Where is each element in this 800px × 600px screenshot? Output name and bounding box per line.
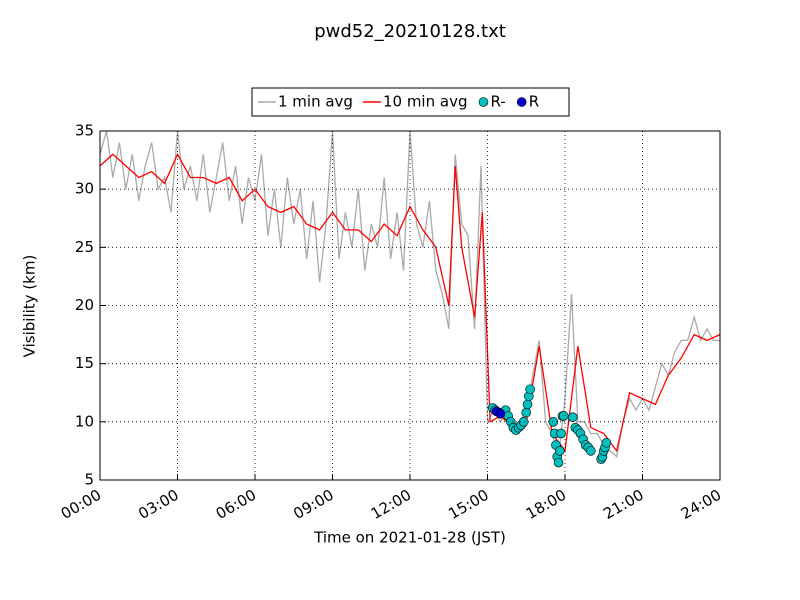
x-tick-label: 03:00 — [135, 486, 181, 523]
x-tick-label: 09:00 — [290, 486, 336, 523]
scatter-point — [521, 407, 532, 418]
scatter-point — [601, 437, 612, 448]
scatter-point — [495, 408, 506, 419]
y-tick-label: 10 — [75, 412, 94, 430]
scatter-point — [525, 384, 535, 395]
y-tick-label: 5 — [84, 471, 94, 489]
x-tick-label: 24:00 — [678, 486, 724, 523]
legend-label: R — [529, 93, 539, 111]
chart-title: pwd52_20210128.txt — [314, 21, 506, 42]
scatter-point — [553, 457, 564, 468]
legend-label: 1 min avg — [278, 93, 353, 111]
x-tick-label: 06:00 — [213, 486, 259, 523]
legend-label: R- — [490, 93, 505, 111]
y-tick-label: 15 — [75, 354, 94, 372]
series-line — [100, 152, 720, 453]
x-tick-label: 00:00 — [58, 486, 104, 523]
x-axis-label: Time on 2021-01-28 (JST) — [313, 529, 506, 547]
y-axis-label: Visibility (km) — [21, 255, 39, 358]
legend — [251, 87, 570, 117]
series-line — [100, 131, 720, 458]
legend-label: 10 min avg — [383, 93, 468, 111]
scatter-point — [586, 446, 596, 456]
legend-swatch — [478, 97, 489, 107]
y-tick-label: 20 — [75, 296, 94, 314]
x-tick-label: 21:00 — [600, 486, 646, 523]
y-tick-label: 35 — [75, 122, 94, 140]
x-tick-label: 15:00 — [445, 486, 491, 523]
scatter-point — [558, 411, 569, 421]
scatter-point — [555, 446, 565, 456]
plot-area — [100, 131, 720, 468]
y-tick-label: 25 — [75, 238, 94, 256]
x-tick-label: 18:00 — [523, 486, 569, 523]
scatter-point — [522, 399, 533, 410]
x-tick-label: 12:00 — [368, 486, 414, 523]
y-tick-label: 30 — [75, 180, 94, 198]
scatter-point — [567, 412, 578, 422]
scatter-point — [556, 428, 566, 439]
legend-swatch — [516, 97, 527, 107]
